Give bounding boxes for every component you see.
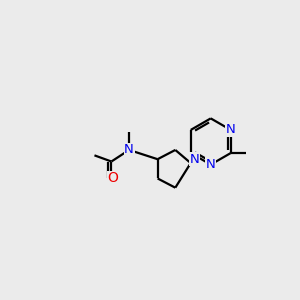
Text: N: N <box>226 123 236 136</box>
Text: N: N <box>206 158 216 171</box>
Text: N: N <box>190 153 200 166</box>
Text: O: O <box>107 172 118 185</box>
Text: N: N <box>124 143 134 157</box>
